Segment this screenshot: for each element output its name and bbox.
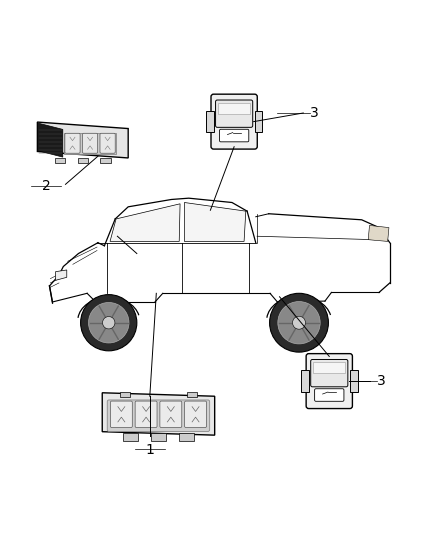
FancyBboxPatch shape <box>160 401 182 427</box>
Polygon shape <box>37 123 63 157</box>
FancyBboxPatch shape <box>107 400 210 431</box>
Polygon shape <box>254 111 262 132</box>
Circle shape <box>270 293 328 352</box>
FancyBboxPatch shape <box>65 133 80 153</box>
FancyBboxPatch shape <box>185 401 206 427</box>
Polygon shape <box>56 270 67 280</box>
FancyBboxPatch shape <box>219 130 249 142</box>
Polygon shape <box>151 433 166 441</box>
Circle shape <box>293 316 305 329</box>
Polygon shape <box>350 370 357 392</box>
FancyBboxPatch shape <box>311 359 348 387</box>
Circle shape <box>278 302 320 344</box>
Circle shape <box>102 317 115 329</box>
Polygon shape <box>123 433 138 441</box>
FancyBboxPatch shape <box>306 353 353 409</box>
Polygon shape <box>100 158 111 163</box>
Polygon shape <box>55 158 65 163</box>
Polygon shape <box>120 392 130 397</box>
Polygon shape <box>368 225 389 241</box>
Polygon shape <box>184 203 246 241</box>
Text: 2: 2 <box>42 180 50 193</box>
Polygon shape <box>218 103 250 114</box>
Polygon shape <box>110 204 180 241</box>
Polygon shape <box>206 111 214 132</box>
FancyBboxPatch shape <box>135 401 157 427</box>
FancyBboxPatch shape <box>82 133 98 153</box>
Text: 3: 3 <box>310 106 318 120</box>
FancyBboxPatch shape <box>110 401 132 427</box>
FancyBboxPatch shape <box>100 133 115 153</box>
Polygon shape <box>64 133 117 154</box>
FancyBboxPatch shape <box>211 94 257 149</box>
Circle shape <box>81 295 137 351</box>
Polygon shape <box>301 370 309 392</box>
FancyBboxPatch shape <box>314 389 344 401</box>
Text: 1: 1 <box>145 443 154 457</box>
Polygon shape <box>187 392 198 397</box>
Polygon shape <box>102 393 215 435</box>
Text: 3: 3 <box>377 374 385 388</box>
FancyBboxPatch shape <box>215 100 253 127</box>
Polygon shape <box>78 158 88 163</box>
Polygon shape <box>313 362 345 373</box>
Polygon shape <box>179 433 194 441</box>
Circle shape <box>88 303 129 343</box>
Polygon shape <box>37 122 128 158</box>
